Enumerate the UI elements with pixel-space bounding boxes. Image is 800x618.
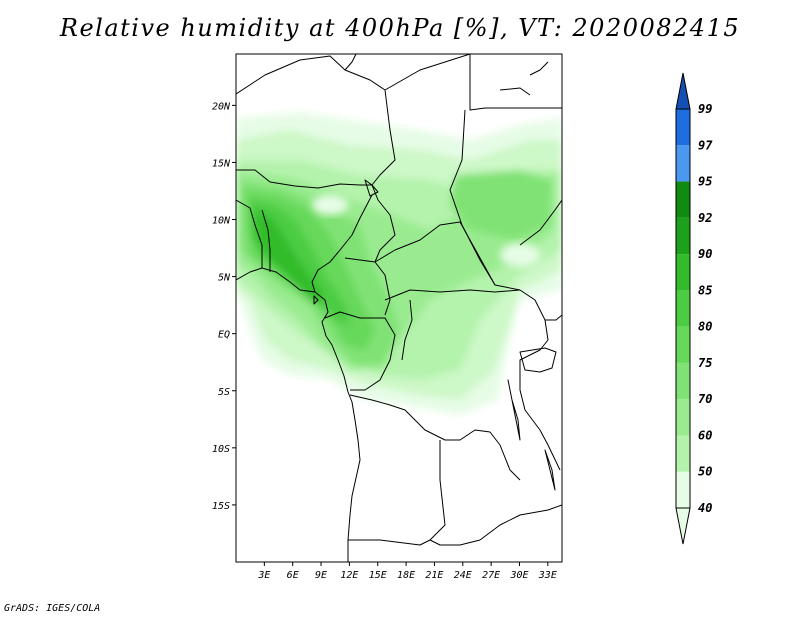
lon-tick-label: 24E [454, 570, 472, 581]
colorbar-under-arrow [675, 507, 691, 545]
border-egypt-sudan [469, 54, 562, 111]
border-zambia-east [479, 504, 562, 541]
lat-tick-label: 5S [218, 387, 230, 398]
lon-tick-label: 21E [425, 570, 443, 581]
border-burkina [236, 199, 263, 268]
colorbar-over-arrow [675, 72, 691, 110]
colorbar-label: 90 [698, 247, 712, 261]
colorbar-segment [676, 254, 690, 291]
humidity-area-75b [450, 170, 552, 240]
grads-credit: GrADS: IGES/COLA [4, 603, 101, 614]
coastline-west-africa [236, 267, 361, 562]
colorbar-label: 50 [698, 465, 712, 479]
lon-tick-label: 15E [369, 570, 387, 581]
border-drc-angola [349, 394, 521, 481]
border-car-congo [384, 289, 521, 301]
lat-tick-label: 10N [212, 216, 231, 227]
border-drc-east [519, 289, 561, 471]
humidity-field [236, 112, 562, 415]
border-gabon [324, 311, 370, 319]
colorbar-outline [675, 108, 691, 509]
colorbar-label: 40 [698, 501, 712, 515]
lake-chad [364, 179, 379, 197]
border-nigeria-cameroon [311, 194, 373, 293]
lat-tick-label: 10S [212, 444, 230, 455]
colorbar-segment [676, 435, 690, 472]
colorbar-label: 97 [698, 138, 713, 152]
colorbar-label: 99 [698, 102, 712, 116]
lat-tick-label: EQ [218, 330, 230, 341]
country-borders [236, 54, 562, 562]
border-chad-libya [384, 54, 471, 91]
colorbar: 40 50 60 70 75 80 85 90 92 95 97 99 [675, 72, 713, 545]
lake-victoria [519, 347, 557, 373]
border-namibia [348, 539, 431, 546]
colorbar-segment [676, 181, 690, 218]
border-uganda-kenya [545, 314, 562, 321]
lon-tick-label: 9E [315, 570, 327, 581]
border-ethiopia [519, 199, 562, 246]
lat-tick-label: 15N [212, 158, 231, 169]
colorbar-label: 85 [698, 283, 712, 297]
border-chad-sudan [371, 89, 396, 263]
lat-tick-label: 15S [212, 501, 230, 512]
map-title: Relative humidity at 400hPa [%], VT: 202… [59, 14, 741, 42]
colorbar-label: 80 [698, 320, 712, 334]
border-benin-togo [261, 209, 271, 272]
colorbar-segment [676, 471, 690, 508]
lon-tick-label: 27E [482, 570, 500, 581]
river-congo [401, 299, 413, 361]
colorbar-label: 95 [698, 175, 712, 189]
colorbar-label: 92 [698, 211, 712, 225]
border-cameroon-car [344, 257, 391, 316]
border-niger-libya [344, 54, 357, 71]
border-mali-niger [236, 169, 271, 183]
map-frame [235, 53, 563, 563]
colorbar-segment [676, 362, 690, 400]
lake-tanganyika [507, 379, 521, 441]
lon-tick-label: 3E [257, 570, 270, 581]
border-angola-zambia [429, 440, 481, 546]
lake-malawi [544, 449, 556, 491]
lat-tick-label: 20N [212, 101, 231, 112]
border-niger-nigeria [269, 181, 372, 189]
colorbar-segment [676, 145, 690, 182]
colorbar-segment [676, 399, 690, 436]
lon-tick-label: 18E [397, 570, 415, 581]
colorbar-segment [676, 109, 690, 146]
colorbar-label: 60 [698, 428, 712, 442]
border-algeria-niger [236, 55, 386, 95]
colorbar-segment [676, 326, 690, 363]
colorbar-label: 70 [698, 392, 712, 406]
border-car-sudan [374, 221, 496, 286]
longitude-axis: 3E 6E 9E 12E 15E 18E 21E 24E 27E 30E 33E [257, 562, 557, 581]
latitude-axis: 20N 15N 10N 5N EQ 5S 10S 15S [212, 101, 236, 512]
colorbar-label: 75 [698, 356, 712, 370]
colorbar-segment [676, 217, 690, 255]
lon-tick-label: 30E [509, 570, 528, 581]
lon-tick-label: 12E [340, 570, 358, 581]
colorbar-segment [676, 290, 690, 327]
lon-tick-label: 6E [287, 570, 299, 581]
saudi-coast [499, 87, 531, 96]
sinai-coast [529, 61, 549, 76]
border-congo-drc [350, 317, 396, 391]
lon-tick-label: 33E [538, 570, 557, 581]
bioko-island [313, 295, 319, 305]
lat-tick-label: 5N [218, 273, 231, 284]
humidity-area-90 [255, 210, 325, 305]
